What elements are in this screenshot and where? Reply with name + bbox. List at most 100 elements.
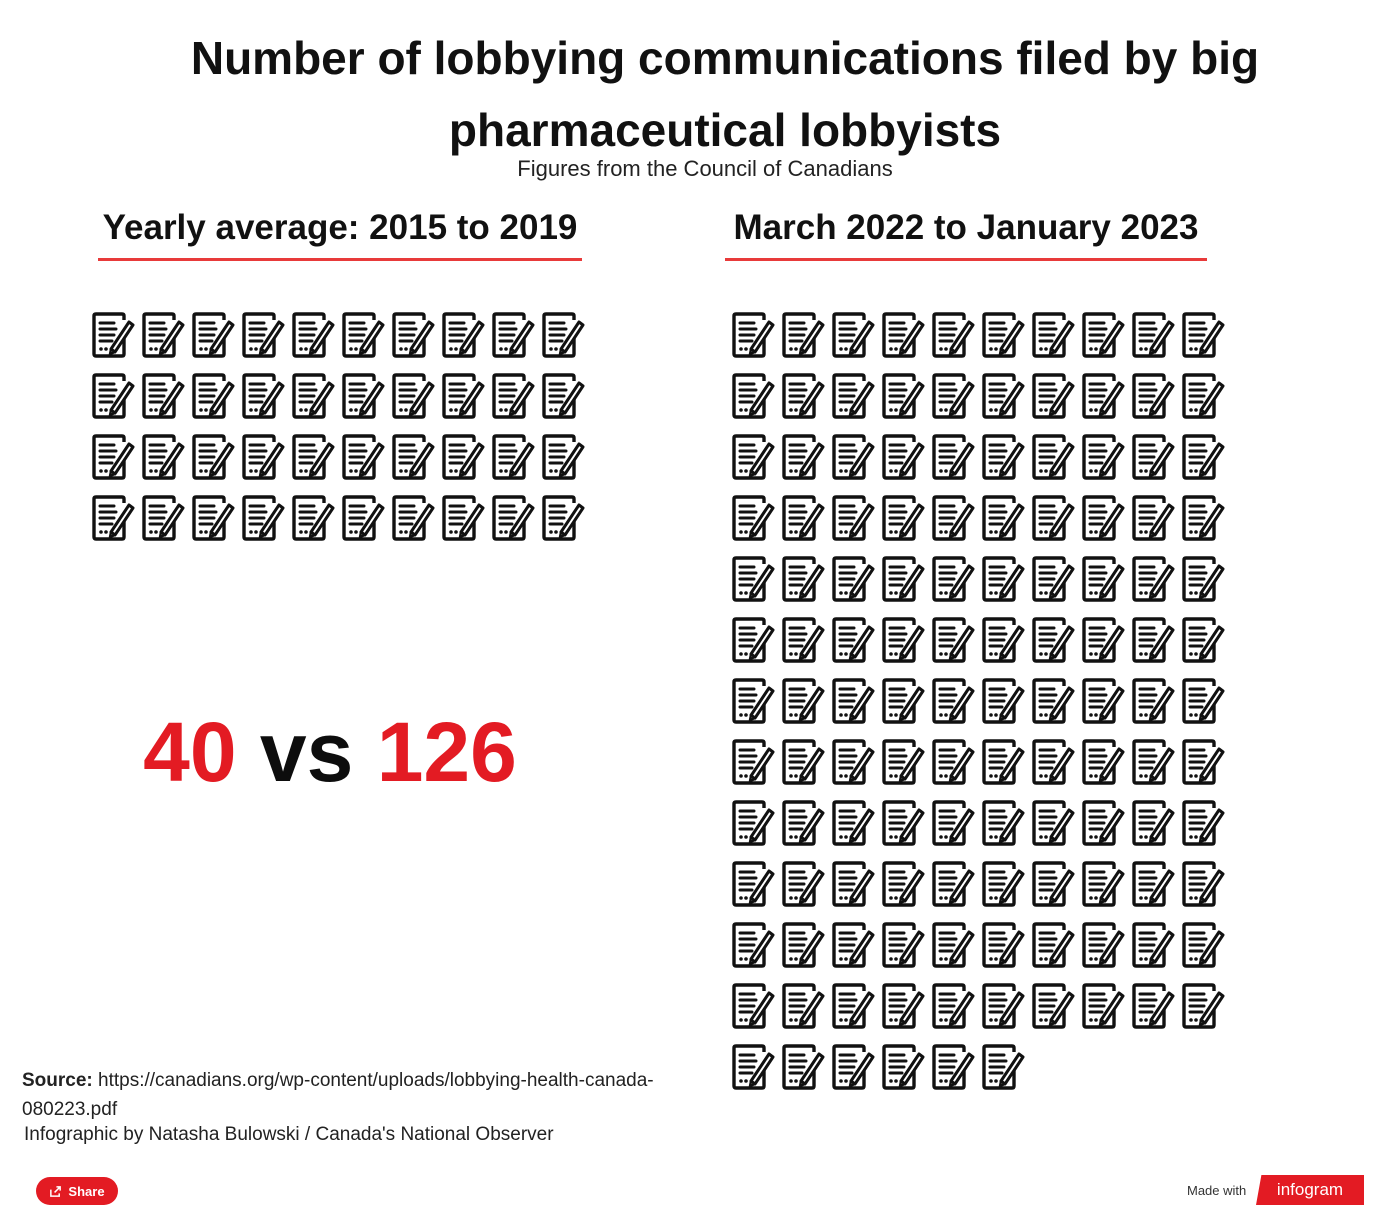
comparison-figure: 40 vs 126 [100,700,560,804]
document-icon [442,312,485,358]
document-icon [732,434,775,480]
document-icon [192,373,235,419]
document-icon [732,800,775,846]
document-icon [982,800,1025,846]
document-icon [732,861,775,907]
document-icon [192,312,235,358]
document-icon [1182,983,1225,1029]
document-icon [832,617,875,663]
document-icon [1182,373,1225,419]
document-icon [292,312,335,358]
document-icon [932,495,975,541]
source-label: Source: [22,1070,93,1091]
document-icon [542,373,585,419]
document-icon [342,434,385,480]
infogram-logo[interactable]: infogram [1256,1175,1364,1205]
document-icon [1032,373,1075,419]
document-icon [1082,922,1125,968]
document-icon [982,312,1025,358]
document-icon [442,434,485,480]
document-icon [982,678,1025,724]
document-icon [982,434,1025,480]
document-icon [882,434,925,480]
document-icon [492,312,535,358]
document-icon [782,678,825,724]
share-button[interactable]: Share [36,1177,118,1205]
document-icon [142,495,185,541]
document-icon [1132,739,1175,785]
document-icon [1182,556,1225,602]
document-icon [92,373,135,419]
share-label: Share [68,1183,105,1199]
document-icon [1032,617,1075,663]
document-icon [882,983,925,1029]
document-icon [982,922,1025,968]
document-icon [932,434,975,480]
document-icon [782,556,825,602]
document-icon [1182,434,1225,480]
document-icon [782,312,825,358]
document-icon [732,922,775,968]
document-icon [782,373,825,419]
document-icon [882,800,925,846]
document-icon [1182,312,1225,358]
document-icon [292,373,335,419]
right-pictogram-grid [730,308,1230,1101]
document-icon [442,495,485,541]
document-icon [732,373,775,419]
document-icon [92,434,135,480]
document-icon [242,312,285,358]
page-title: Number of lobbying communications filed … [190,32,1260,156]
document-icon [932,617,975,663]
document-icon [832,983,875,1029]
document-icon [782,861,825,907]
document-icon [1132,495,1175,541]
document-icon [292,495,335,541]
document-icon [1132,312,1175,358]
document-icon [782,495,825,541]
document-icon [732,556,775,602]
document-icon [1132,556,1175,602]
document-icon [882,1044,925,1090]
document-icon [342,495,385,541]
left-pictogram-grid [90,308,590,552]
document-icon [92,495,135,541]
document-icon [542,434,585,480]
document-icon [542,495,585,541]
right-panel-heading: March 2022 to January 2023 [725,208,1207,261]
document-icon [882,861,925,907]
document-icon [192,495,235,541]
document-icon [1132,983,1175,1029]
document-icon [932,739,975,785]
document-icon [932,312,975,358]
document-icon [982,495,1025,541]
document-icon [832,312,875,358]
document-icon [832,434,875,480]
source-link[interactable]: https://canadians.org/wp-content/uploads… [22,1070,654,1120]
document-icon [1032,922,1075,968]
document-icon [1132,373,1175,419]
document-icon [832,556,875,602]
document-icon [882,556,925,602]
document-icon [142,434,185,480]
document-icon [1182,739,1225,785]
document-icon [242,434,285,480]
right-value-label: 126 [376,705,517,799]
document-icon [492,434,535,480]
source-note: Source: https://canadians.org/wp-content… [22,1066,712,1124]
document-icon [982,983,1025,1029]
document-icon [1182,800,1225,846]
document-icon [1082,373,1125,419]
document-icon [982,739,1025,785]
document-icon [1032,983,1075,1029]
document-icon [932,556,975,602]
document-icon [782,800,825,846]
page-subtitle: Figures from the Council of Canadians [517,156,893,181]
document-icon [1082,434,1125,480]
document-icon [832,800,875,846]
document-icon [1182,861,1225,907]
document-icon [982,1044,1025,1090]
document-icon [92,312,135,358]
document-icon [1032,495,1075,541]
document-icon [1182,617,1225,663]
